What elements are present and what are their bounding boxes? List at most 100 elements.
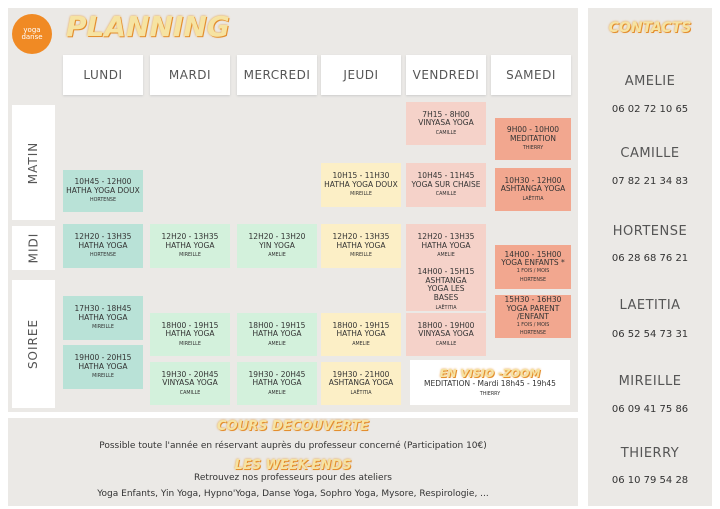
class-block: 14H00 - 15H15 ASHTANGA YOGA LES BASES LAËT… <box>406 267 486 311</box>
class-block: 12H20 - 13H35 HATHA YOGA HORTENSE <box>63 224 143 268</box>
class-block: 18H00 - 19H00 VINYASA YOGA CAMILLE <box>406 313 486 356</box>
period-text: MATIN <box>26 141 41 184</box>
class-block: 10H45 - 12H00 HATHA YOGA DOUX HORTENSE <box>63 170 143 212</box>
class-block: 14H00 - 15H00 YOGA ENFANTS * 1 FOIS / MOIS… <box>495 245 571 289</box>
class-teacher: AMELIE <box>268 390 286 396</box>
class-teacher: MIREILLE <box>92 325 114 331</box>
period-text: MIDI <box>26 232 41 264</box>
class-time: 18H00 - 19H15 <box>161 320 219 330</box>
contact-name: AMELIE <box>624 74 676 89</box>
class-teacher: HORTENSE <box>90 253 116 259</box>
class-teacher: MIREILLE <box>179 341 201 347</box>
class-block: 12H20 - 13H35 HATHA YOGA MIREILLE <box>321 224 401 268</box>
class-block: 19H00 - 20H15 HATHA YOGA MIREILLE <box>63 345 143 389</box>
class-title: YIN YOGA <box>259 240 295 250</box>
class-time: 19H30 - 20H45 <box>248 369 306 379</box>
class-block: 12H20 - 13H35 HATHA YOGA AMELIE <box>406 224 486 268</box>
visio-title: EN VISIO -ZOOM <box>439 366 541 380</box>
day-header: VENDREDI <box>406 55 486 95</box>
class-title: ASHTANGA YOGA <box>500 184 566 194</box>
footer-title: LES WEEK-ENDS <box>234 458 352 473</box>
visio-teacher: THIERRY <box>479 391 501 397</box>
class-title: ASHTANGA YOGA <box>328 378 394 388</box>
contact-name: MIREILLE <box>618 374 682 389</box>
class-title: HATHA YOGA <box>421 240 471 250</box>
class-note: 1 FOIS / MOIS <box>516 322 550 328</box>
class-time: 10H15 - 11H30 <box>332 171 390 181</box>
contact-phone: 06 10 79 54 28 <box>611 475 689 486</box>
footer-panel <box>8 418 578 506</box>
class-title: YOGA SUR CHAISE <box>411 179 481 189</box>
class-teacher: AMELIE <box>352 341 370 347</box>
logo: yoga danse <box>12 14 52 54</box>
class-teacher: LAËTITIA <box>350 390 372 396</box>
footer-text: Yoga Enfants, Yin Yoga, Hypno'Yoga, Dans… <box>97 489 489 499</box>
class-title: YOGA PARENT /ENFANT <box>506 303 560 322</box>
period-label: MIDI <box>12 226 55 270</box>
day-header: MARDI <box>150 55 230 95</box>
class-block: 12H20 - 13H20 YIN YOGA AMELIE <box>237 224 317 268</box>
class-block: 18H00 - 19H15 HATHA YOGA AMELIE <box>321 313 401 356</box>
class-block: 10H15 - 11H30 HATHA YOGA DOUX MIREILLE <box>321 163 401 207</box>
contacts-title: CONTACTS <box>608 20 692 36</box>
day-header: JEUDI <box>321 55 401 95</box>
class-time: 19H30 - 20H45 <box>161 369 219 379</box>
class-time: 14H00 - 15H15 <box>417 267 475 276</box>
class-title: HATHA YOGA <box>336 240 386 250</box>
class-teacher: MIREILLE <box>350 192 372 198</box>
contact-name: CAMILLE <box>620 146 680 161</box>
class-time: 10H45 - 12H00 <box>74 177 132 187</box>
class-block: 7H15 - 8H00 VINYASA YOGA CAMILLE <box>406 102 486 145</box>
class-teacher: AMELIE <box>437 253 455 259</box>
contact-phone: 06 02 72 10 65 <box>611 104 689 115</box>
class-time: 14H00 - 15H00 <box>504 249 562 259</box>
class-title: HATHA YOGA <box>78 240 128 250</box>
logo-text: danse <box>21 33 43 41</box>
class-teacher: AMELIE <box>268 341 286 347</box>
class-title: HATHA YOGA <box>252 329 302 339</box>
class-block: 9H00 - 10H00 MEDITATION THIERRY <box>495 118 571 160</box>
footer-text: Possible toute l'année en réservant aupr… <box>99 441 487 451</box>
class-time: 12H20 - 13H35 <box>332 232 390 242</box>
contact-phone: 06 52 54 73 31 <box>611 329 689 340</box>
class-time: 12H20 - 13H35 <box>417 232 475 242</box>
contact-phone: 06 28 68 76 21 <box>611 253 689 264</box>
class-block: 10H30 - 12H00 ASHTANGA YOGA LAËTITIA <box>495 168 571 211</box>
contact-name: LAETITIA <box>619 298 681 313</box>
period-label: SOIREE <box>12 280 55 408</box>
class-time: 10H45 - 11H45 <box>417 171 475 181</box>
logo-text: yoga <box>23 26 41 34</box>
class-title: VINYASA YOGA <box>418 118 474 128</box>
class-title: HATHA YOGA <box>252 378 302 388</box>
class-teacher: CAMILLE <box>435 130 457 136</box>
class-block: 17H30 - 18H45 HATHA YOGA MIREILLE <box>63 296 143 340</box>
class-teacher: LAËTITIA <box>435 305 457 311</box>
class-teacher: MIREILLE <box>179 253 201 259</box>
class-title: HATHA YOGA <box>336 329 386 339</box>
class-block: 18H00 - 19H15 HATHA YOGA AMELIE <box>237 313 317 356</box>
class-time: 9H00 - 10H00 <box>506 125 560 135</box>
class-teacher: CAMILLE <box>435 192 457 198</box>
class-time: 7H15 - 8H00 <box>422 109 470 119</box>
class-title: MEDITATION <box>509 133 557 143</box>
class-teacher: AMELIE <box>268 253 286 259</box>
class-teacher: MIREILLE <box>350 253 372 259</box>
class-time: 12H20 - 13H35 <box>161 232 219 242</box>
class-time: 18H00 - 19H00 <box>417 320 475 330</box>
class-title: HATHA YOGA DOUX <box>324 179 398 189</box>
class-teacher: LAËTITIA <box>522 196 544 202</box>
class-title: ASHTANGA YOGA LES BASES <box>425 275 467 302</box>
class-title: HATHA YOGA <box>78 361 128 371</box>
class-title: VINYASA YOGA <box>162 378 218 388</box>
contact-name: THIERRY <box>620 446 680 461</box>
class-block: 10H45 - 11H45 YOGA SUR CHAISE CAMILLE <box>406 163 486 207</box>
class-time: 18H00 - 19H15 <box>332 320 390 330</box>
class-teacher: HORTENSE <box>520 331 546 337</box>
contact-phone: 06 09 41 75 86 <box>611 404 689 415</box>
contact-name: HORTENSE <box>612 224 688 239</box>
footer-text: Retrouvez nos professeurs pour des ateli… <box>194 473 392 483</box>
contacts-panel <box>588 8 712 506</box>
class-time: 19H30 - 21H00 <box>332 369 390 379</box>
class-title: YOGA ENFANTS * <box>501 258 565 268</box>
